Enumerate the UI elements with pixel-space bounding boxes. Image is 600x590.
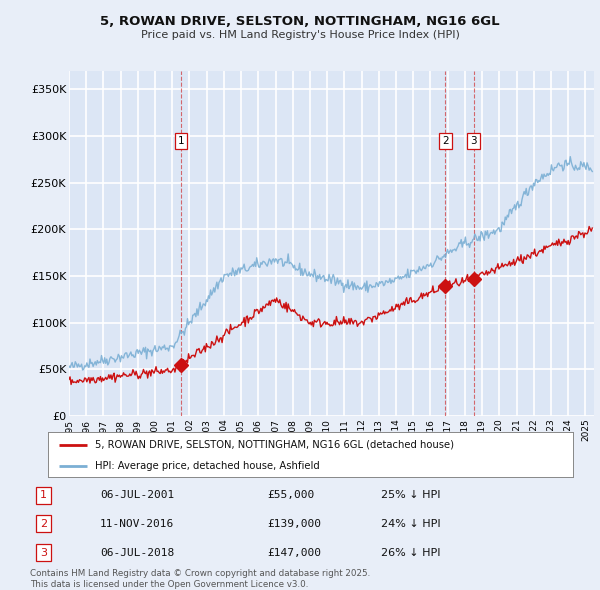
Text: 25% ↓ HPI: 25% ↓ HPI — [381, 490, 440, 500]
Text: Contains HM Land Registry data © Crown copyright and database right 2025.
This d: Contains HM Land Registry data © Crown c… — [30, 569, 370, 589]
Text: 1: 1 — [178, 136, 184, 146]
Text: 3: 3 — [40, 548, 47, 558]
Text: 1: 1 — [40, 490, 47, 500]
Text: Price paid vs. HM Land Registry's House Price Index (HPI): Price paid vs. HM Land Registry's House … — [140, 30, 460, 40]
Text: £55,000: £55,000 — [268, 490, 315, 500]
Text: £147,000: £147,000 — [268, 548, 322, 558]
Text: 24% ↓ HPI: 24% ↓ HPI — [381, 519, 440, 529]
Text: 06-JUL-2001: 06-JUL-2001 — [100, 490, 175, 500]
Text: 5, ROWAN DRIVE, SELSTON, NOTTINGHAM, NG16 6GL (detached house): 5, ROWAN DRIVE, SELSTON, NOTTINGHAM, NG1… — [95, 440, 454, 450]
Text: 3: 3 — [470, 136, 477, 146]
Text: HPI: Average price, detached house, Ashfield: HPI: Average price, detached house, Ashf… — [95, 461, 320, 471]
Text: 11-NOV-2016: 11-NOV-2016 — [100, 519, 175, 529]
Text: 5, ROWAN DRIVE, SELSTON, NOTTINGHAM, NG16 6GL: 5, ROWAN DRIVE, SELSTON, NOTTINGHAM, NG1… — [100, 15, 500, 28]
Text: 26% ↓ HPI: 26% ↓ HPI — [381, 548, 440, 558]
Text: £139,000: £139,000 — [268, 519, 322, 529]
Text: 06-JUL-2018: 06-JUL-2018 — [100, 548, 175, 558]
Text: 2: 2 — [40, 519, 47, 529]
Text: 2: 2 — [442, 136, 449, 146]
